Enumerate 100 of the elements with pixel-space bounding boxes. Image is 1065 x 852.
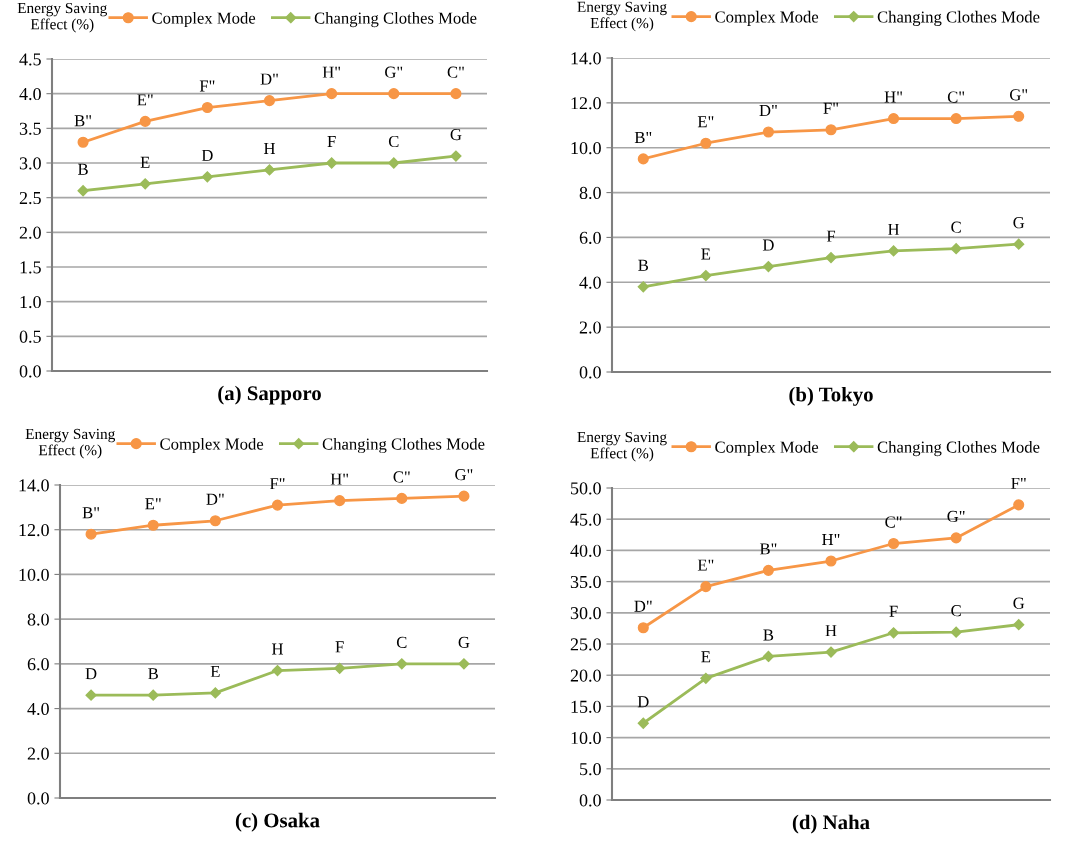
data-label: F — [826, 230, 836, 242]
point — [201, 171, 213, 183]
y-tick-label: 50.0 — [571, 482, 601, 495]
point — [950, 243, 962, 255]
text: (d) Naha — [792, 814, 870, 834]
data-label: B" — [74, 115, 91, 127]
data-label: C" — [393, 471, 410, 483]
data-label: H" — [330, 473, 349, 485]
point — [637, 717, 649, 729]
y-tick-label: 0.5 — [19, 330, 41, 343]
point — [450, 150, 462, 162]
data-label: D" — [206, 493, 224, 505]
data-label: G" — [947, 510, 965, 523]
point — [1013, 238, 1025, 250]
y-tick-label: 20.0 — [570, 669, 601, 682]
point — [334, 495, 346, 507]
point — [950, 532, 962, 544]
data-label: E" — [145, 498, 161, 510]
point — [637, 153, 649, 165]
data-label: C — [396, 636, 407, 648]
legend-label: Changing Clothes Mode — [877, 441, 1040, 457]
point — [458, 658, 470, 670]
data-label: D" — [634, 600, 652, 612]
legend-label: Complex Mode — [715, 441, 819, 457]
point — [147, 519, 159, 531]
point — [326, 157, 338, 169]
point — [762, 126, 774, 138]
y-tick-label: 5.0 — [580, 763, 601, 776]
point — [388, 157, 400, 169]
point — [1013, 110, 1025, 122]
point — [825, 252, 837, 264]
data-label: H" — [322, 66, 341, 78]
point — [147, 689, 159, 701]
point — [762, 564, 774, 576]
data-label: D — [762, 239, 774, 251]
data-label: E — [701, 651, 711, 663]
data-label: H" — [884, 91, 902, 103]
data-label: C — [388, 135, 399, 148]
data-label: D — [637, 696, 649, 708]
y-tick-label: 14.0 — [571, 52, 601, 65]
y-tick-label: 0.0 — [19, 365, 41, 378]
data-label: B" — [82, 507, 99, 519]
point — [85, 528, 97, 540]
point — [77, 185, 89, 197]
y-tick-label: 3.5 — [19, 122, 41, 135]
data-label: F — [335, 641, 344, 653]
point — [85, 689, 97, 701]
y-tick-label: 25.0 — [570, 638, 601, 651]
y-tick-label: 15.0 — [571, 700, 601, 713]
y-axis-title: Energy Saving Effect (%) — [25, 428, 116, 459]
data-label: G — [1013, 217, 1025, 229]
y-tick-label: 12.0 — [19, 523, 49, 537]
data-label: H — [263, 142, 276, 154]
point — [825, 646, 837, 658]
y-tick-label: 1.5 — [20, 261, 41, 274]
data-label: G — [458, 636, 470, 648]
point — [825, 555, 837, 567]
y-tick-label: 4.5 — [19, 53, 41, 66]
data-label: D — [201, 149, 213, 161]
point — [950, 626, 962, 638]
point — [77, 136, 89, 148]
point — [139, 178, 151, 190]
y-tick-label: 12.0 — [571, 97, 601, 110]
y-tick-label: 45.0 — [570, 513, 601, 526]
y-tick-label: 6.0 — [27, 658, 49, 671]
point — [637, 622, 649, 634]
data-label: E — [701, 248, 711, 260]
y-tick-label: 10.0 — [571, 141, 601, 155]
data-label: B — [763, 629, 774, 641]
y-tick-label: 1.0 — [20, 295, 41, 309]
point — [700, 269, 712, 282]
point — [700, 581, 712, 593]
data-label: H" — [822, 534, 840, 545]
point — [396, 492, 408, 504]
data-label: F" — [199, 80, 215, 92]
point — [201, 101, 213, 114]
data-label: G" — [385, 66, 403, 78]
y-axis-title: Energy Saving Effect (%) — [17, 2, 108, 33]
y-tick-label: 2.0 — [579, 321, 601, 334]
point — [450, 88, 462, 100]
data-label: H — [271, 643, 284, 655]
text: (a) Sapporo — [218, 385, 321, 405]
y-tick-label: 4.0 — [19, 87, 41, 101]
data-label: C" — [947, 91, 965, 103]
data-label: C" — [885, 516, 902, 528]
data-label: D" — [260, 73, 278, 85]
legend-label: Complex Mode — [160, 437, 264, 454]
y-tick-label: 0.0 — [579, 366, 601, 379]
point — [1013, 619, 1025, 631]
point — [762, 260, 775, 273]
text: (b) Tokyo — [789, 386, 873, 406]
data-label: G — [450, 128, 462, 141]
data-label: F — [327, 136, 336, 147]
y-tick-label: 0.0 — [27, 792, 49, 805]
point — [263, 164, 276, 176]
y-tick-label: 30.0 — [570, 607, 601, 620]
y-tick-label: 6.0 — [579, 231, 601, 244]
data-label: B" — [759, 543, 777, 555]
y-tick-label: 2.0 — [27, 747, 49, 760]
data-label: E — [140, 156, 150, 168]
